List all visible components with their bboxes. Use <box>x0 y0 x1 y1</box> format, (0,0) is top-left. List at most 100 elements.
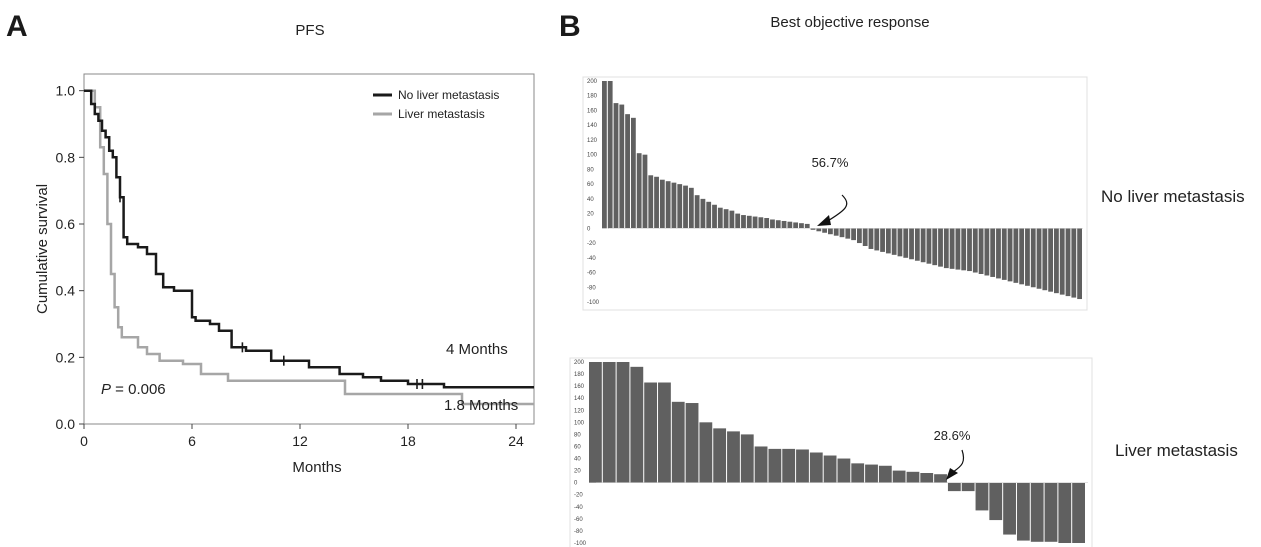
waterfall-bar <box>839 228 845 238</box>
waterfall-bar <box>804 223 810 229</box>
waterfall-bar <box>1030 228 1036 288</box>
waterfall-bar <box>837 458 851 483</box>
waterfall-bar <box>828 228 833 235</box>
waterfall-y-tick: 0 <box>587 226 591 232</box>
waterfall-bar <box>781 220 787 229</box>
waterfall-bar <box>878 465 892 483</box>
waterfall-frame <box>569 357 1093 547</box>
waterfall-y-tick: 40 <box>587 197 594 203</box>
waterfall-bar <box>1044 482 1058 542</box>
waterfall-bar <box>740 434 754 483</box>
waterfall-bar <box>671 182 677 229</box>
response-rate-annotation: 56.7% <box>812 155 849 170</box>
waterfall-bar <box>741 215 746 229</box>
waterfall-bar <box>782 448 796 483</box>
waterfall-y-tick: -20 <box>574 493 583 499</box>
y-tick-label: 0.2 <box>56 349 76 365</box>
waterfall-y-tick: 0 <box>574 481 578 487</box>
waterfall-bar <box>851 228 856 241</box>
waterfall-y-tick: 140 <box>587 123 598 129</box>
annotation-arrowhead <box>946 468 958 480</box>
waterfall-y-tick: 20 <box>587 212 594 218</box>
waterfall-bar <box>729 210 735 229</box>
waterfall-bar <box>793 222 799 229</box>
best-response-title: Best objective response <box>770 14 930 31</box>
waterfall-bar <box>665 181 671 229</box>
waterfall-bar <box>796 449 809 483</box>
waterfall-bar <box>892 470 906 483</box>
pfs-title: PFS <box>295 22 325 39</box>
waterfall-bar <box>1048 228 1054 292</box>
waterfall-bar <box>809 452 823 483</box>
waterfall-bar <box>616 362 630 483</box>
waterfall-bar <box>865 464 878 483</box>
waterfall-bar <box>613 103 619 229</box>
waterfall-bar <box>967 228 972 272</box>
waterfall-bar <box>630 366 644 483</box>
waterfall-bar <box>1001 228 1007 280</box>
waterfall-bar <box>799 223 804 229</box>
waterfall-bar <box>920 228 926 263</box>
waterfall-bar <box>1072 482 1085 543</box>
waterfall-bar <box>961 228 967 271</box>
waterfall-y-tick: -60 <box>574 517 583 523</box>
waterfall-bar <box>949 228 955 269</box>
waterfall-y-tick: -80 <box>574 529 583 535</box>
waterfall-bar <box>694 195 700 229</box>
waterfall-bar <box>619 104 625 229</box>
legend-label: No liver metastasis <box>398 88 499 102</box>
waterfall-y-tick: -80 <box>587 285 596 291</box>
x-axis-label: Months <box>292 459 341 476</box>
waterfall-bar <box>713 428 727 483</box>
waterfall-y-tick: 180 <box>587 94 598 100</box>
waterfall-bar <box>851 463 865 483</box>
waterfall-bar <box>845 228 851 239</box>
x-tick-label: 18 <box>400 433 416 449</box>
waterfall-frame <box>582 76 1088 311</box>
waterfall-bar <box>978 228 984 274</box>
waterfall-y-tick: 100 <box>574 420 585 426</box>
waterfall-y-tick: 120 <box>574 408 585 414</box>
waterfall-bar <box>906 471 920 483</box>
waterfall-bar <box>920 473 934 483</box>
waterfall-bar <box>688 187 694 229</box>
waterfall-bar <box>990 228 996 277</box>
waterfall-bar <box>602 81 607 229</box>
waterfall-y-tick: 60 <box>574 444 581 450</box>
waterfall-bar <box>764 218 770 229</box>
waterfall-bar <box>880 228 885 252</box>
waterfall-bar <box>833 228 839 236</box>
waterfall-bar <box>717 207 723 229</box>
waterfall-bar <box>1030 482 1044 542</box>
waterfall-bar <box>823 455 837 483</box>
waterfall-bar <box>1065 228 1071 297</box>
waterfall-bar <box>1036 228 1042 289</box>
waterfall-bar <box>972 228 978 273</box>
waterfall-y-tick: 80 <box>574 432 581 438</box>
panel-b-letter: B <box>559 10 581 43</box>
waterfall-bar <box>677 184 683 229</box>
waterfall-bar <box>658 382 671 483</box>
y-tick-label: 0.8 <box>56 149 76 165</box>
waterfall-bar <box>943 228 949 269</box>
x-tick-label: 12 <box>292 433 308 449</box>
waterfall-bar <box>630 117 636 229</box>
waterfall-bar <box>754 446 768 483</box>
waterfall-bar <box>589 362 602 483</box>
waterfall-bar <box>642 154 648 229</box>
waterfall-bar <box>775 220 781 229</box>
waterfall-bar <box>636 153 642 229</box>
legend-label: Liver metastasis <box>398 107 485 121</box>
y-tick-label: 0.0 <box>56 416 76 432</box>
waterfall-bar <box>671 401 685 483</box>
waterfall-bar <box>723 209 729 229</box>
waterfall-bar <box>607 81 613 229</box>
waterfall-bar <box>625 114 630 229</box>
waterfall-y-tick: -20 <box>587 241 596 247</box>
panel-a-letter: A <box>6 10 28 43</box>
row-label-liver: Liver metastasis <box>1115 441 1238 460</box>
x-tick-label: 6 <box>188 433 196 449</box>
